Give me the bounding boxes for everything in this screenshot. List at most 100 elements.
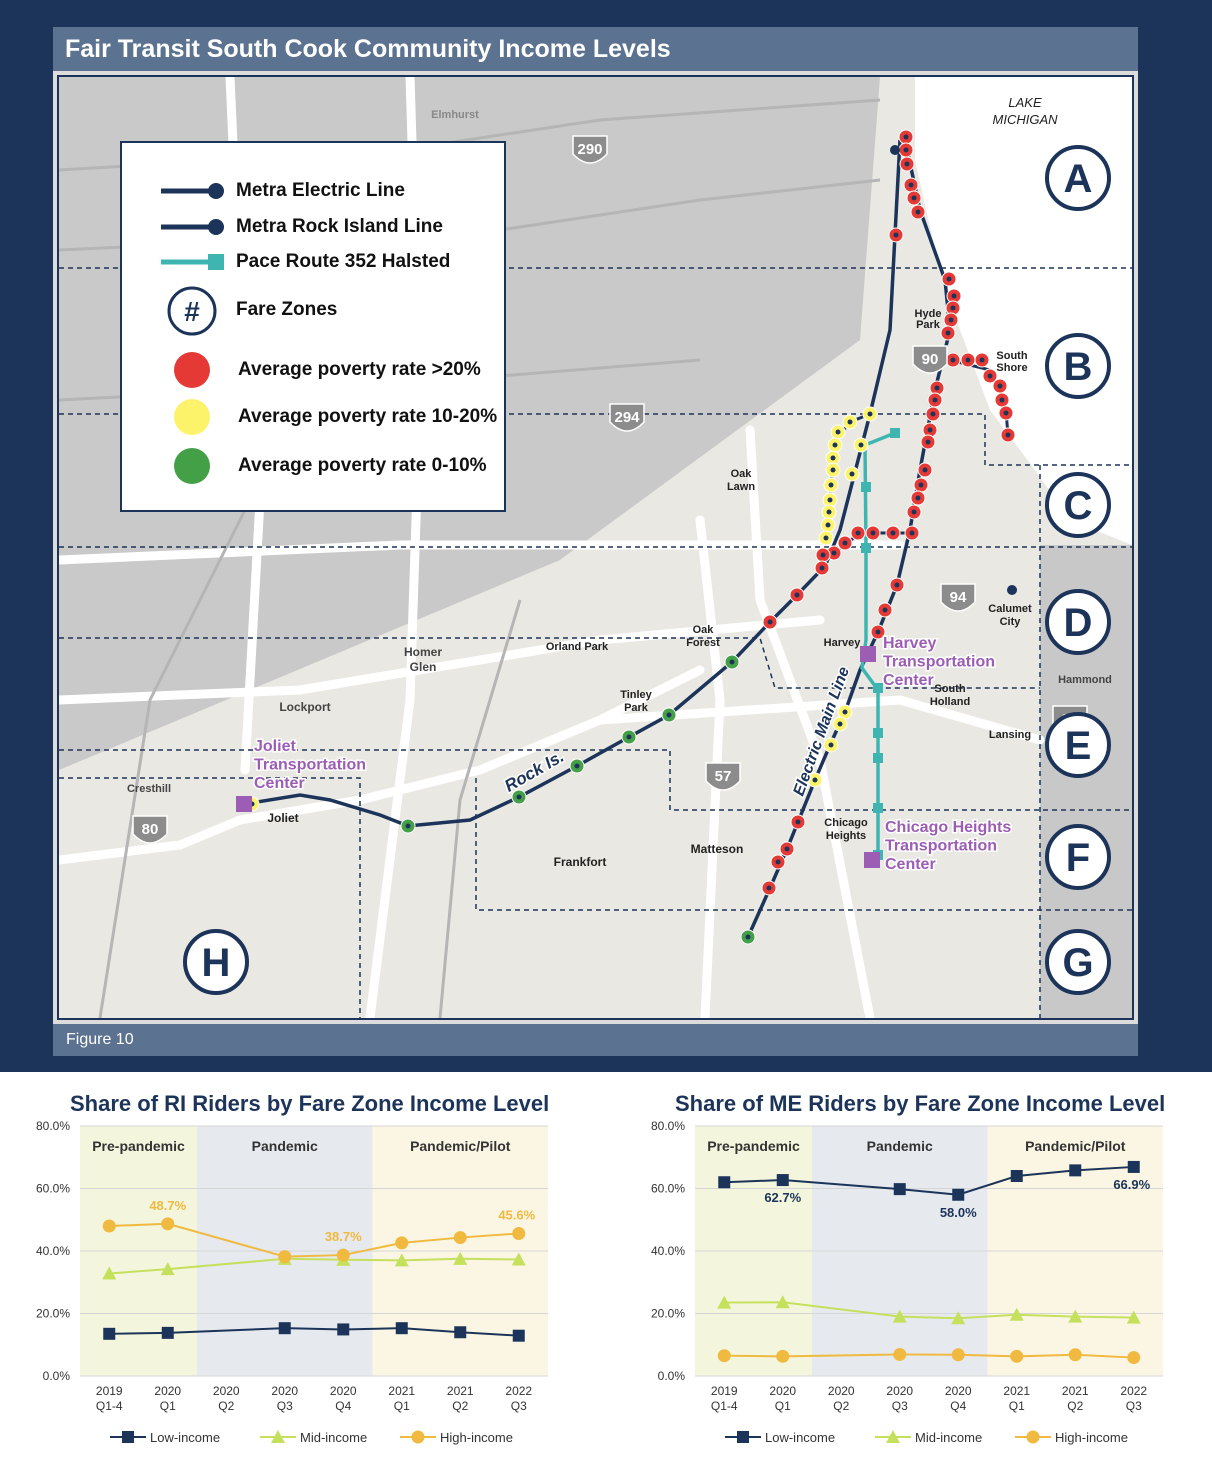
station-center bbox=[795, 593, 800, 598]
me-x-tick-label: Q1-4 bbox=[711, 1399, 738, 1413]
me-y-tick-label: 80.0% bbox=[651, 1119, 685, 1133]
station-center bbox=[951, 358, 956, 363]
interstate-number: 57 bbox=[715, 768, 732, 785]
place-label: Forest bbox=[686, 637, 720, 649]
me-period-label: Pandemic/Pilot bbox=[1025, 1138, 1126, 1154]
ri-y-tick-label: 80.0% bbox=[36, 1119, 70, 1133]
ri-period-label: Pandemic bbox=[252, 1138, 318, 1154]
legend-item-poverty-mid: Average poverty rate 10-20% bbox=[122, 402, 502, 432]
place-label: Elmhurst bbox=[431, 109, 479, 121]
place-label: Park bbox=[916, 319, 941, 331]
fare-zone-letter: F bbox=[1066, 836, 1090, 880]
place-label: Cresthill bbox=[127, 783, 171, 795]
station-center bbox=[856, 531, 861, 536]
ri-point-high-income bbox=[454, 1231, 467, 1244]
me-x-tick-label: Q3 bbox=[892, 1399, 908, 1413]
place-label: City bbox=[1000, 616, 1022, 628]
transportation-center-marker bbox=[860, 646, 876, 662]
me-riders-chart: Pre-pandemic Pandemic Pandemic/Pilot0.0%20… bbox=[635, 1118, 1195, 1473]
ri-x-tick-label: Q3 bbox=[277, 1399, 293, 1413]
fare-zone-letter: B bbox=[1064, 345, 1093, 389]
pace-stop bbox=[873, 753, 883, 763]
ri-x-tick-label: Q3 bbox=[511, 1399, 527, 1413]
me-y-tick-label: 40.0% bbox=[651, 1244, 685, 1258]
station-center bbox=[912, 510, 917, 515]
place-label: Matteson bbox=[691, 842, 744, 856]
station-center bbox=[912, 196, 917, 201]
joliet-transportation-center-label: Joliet bbox=[254, 738, 296, 755]
ri-y-tick-label: 60.0% bbox=[36, 1182, 70, 1196]
metra-line-icon bbox=[158, 176, 238, 206]
station-center bbox=[785, 847, 790, 852]
station-center bbox=[833, 443, 838, 448]
place-label: South bbox=[996, 350, 1027, 362]
ri-point-high-income bbox=[337, 1249, 350, 1262]
station-center bbox=[931, 412, 936, 417]
station-center bbox=[946, 331, 951, 336]
station-center bbox=[836, 430, 841, 435]
me-legend-marker bbox=[737, 1431, 749, 1443]
me-point-low-income bbox=[1069, 1164, 1081, 1176]
place-label: Park bbox=[624, 702, 649, 714]
station-center bbox=[746, 935, 751, 940]
station-center bbox=[926, 440, 931, 445]
legend-label: Pace Route 352 Halsted bbox=[236, 251, 450, 273]
red-dot-icon bbox=[170, 350, 220, 390]
terminal-dot bbox=[890, 145, 900, 155]
place-label: Glen bbox=[410, 660, 437, 674]
ri-x-tick-label: 2019 bbox=[96, 1384, 123, 1398]
ri-x-tick-label: Q2 bbox=[218, 1399, 234, 1413]
fare-zone-symbol: # bbox=[184, 296, 200, 327]
me-x-tick-label: Q1 bbox=[775, 1399, 791, 1413]
ri-point-low-income bbox=[513, 1330, 525, 1342]
place-label: Homer bbox=[404, 645, 442, 659]
ri-data-label: 45.6% bbox=[498, 1208, 535, 1223]
ri-y-tick-label: 40.0% bbox=[36, 1244, 70, 1258]
ri-period-label: Pandemic/Pilot bbox=[410, 1138, 511, 1154]
station-center bbox=[910, 531, 915, 536]
station-center bbox=[919, 483, 924, 488]
ri-legend-marker bbox=[122, 1431, 134, 1443]
me-point-low-income bbox=[718, 1176, 730, 1188]
transportation-center-marker bbox=[236, 796, 252, 812]
station-center bbox=[828, 498, 833, 503]
station-center bbox=[829, 483, 834, 488]
place-label: Calumet bbox=[988, 603, 1032, 615]
fare-zone-letter: G bbox=[1062, 941, 1093, 985]
station-center bbox=[848, 420, 853, 425]
me-point-low-income bbox=[894, 1183, 906, 1195]
place-label: Tinley bbox=[620, 689, 652, 701]
station-center bbox=[951, 306, 956, 311]
station-center bbox=[966, 358, 971, 363]
ri-point-low-income bbox=[279, 1322, 291, 1334]
joliet-transportation-center-label: Center bbox=[254, 775, 305, 792]
place-label: LAKE bbox=[1008, 95, 1042, 110]
me-data-label: 62.7% bbox=[764, 1190, 801, 1205]
station-center bbox=[871, 531, 876, 536]
me-point-high-income bbox=[776, 1350, 789, 1363]
place-label: Chicago bbox=[824, 817, 868, 829]
interstate-number: 80 bbox=[142, 821, 159, 838]
ri-x-tick-label: Q1 bbox=[394, 1399, 410, 1413]
ri-y-tick-label: 20.0% bbox=[36, 1307, 70, 1321]
ri-chart-title: Share of RI Riders by Fare Zone Income L… bbox=[70, 1091, 549, 1117]
me-legend-marker bbox=[1027, 1431, 1040, 1444]
ri-x-tick-label: 2021 bbox=[388, 1384, 415, 1398]
me-x-tick-label: Q2 bbox=[1067, 1399, 1083, 1413]
station-center bbox=[767, 886, 772, 891]
ri-point-low-income bbox=[454, 1326, 466, 1338]
me-legend-label: Mid-income bbox=[915, 1430, 982, 1445]
place-label: South bbox=[934, 683, 965, 695]
harvey-transportation-center-label: Center bbox=[883, 672, 934, 689]
me-legend-label: High-income bbox=[1055, 1430, 1128, 1445]
me-x-tick-label: 2021 bbox=[1003, 1384, 1030, 1398]
road bbox=[750, 430, 870, 1018]
station-center bbox=[883, 608, 888, 613]
station-center bbox=[829, 743, 834, 748]
legend-label: Average poverty rate 10-20% bbox=[238, 406, 497, 428]
station-center bbox=[935, 386, 940, 391]
fare-zone-boundary bbox=[59, 750, 1132, 810]
ri-point-high-income bbox=[278, 1250, 291, 1263]
ri-y-tick-label: 0.0% bbox=[43, 1369, 71, 1383]
interstate-number: 294 bbox=[614, 409, 640, 426]
